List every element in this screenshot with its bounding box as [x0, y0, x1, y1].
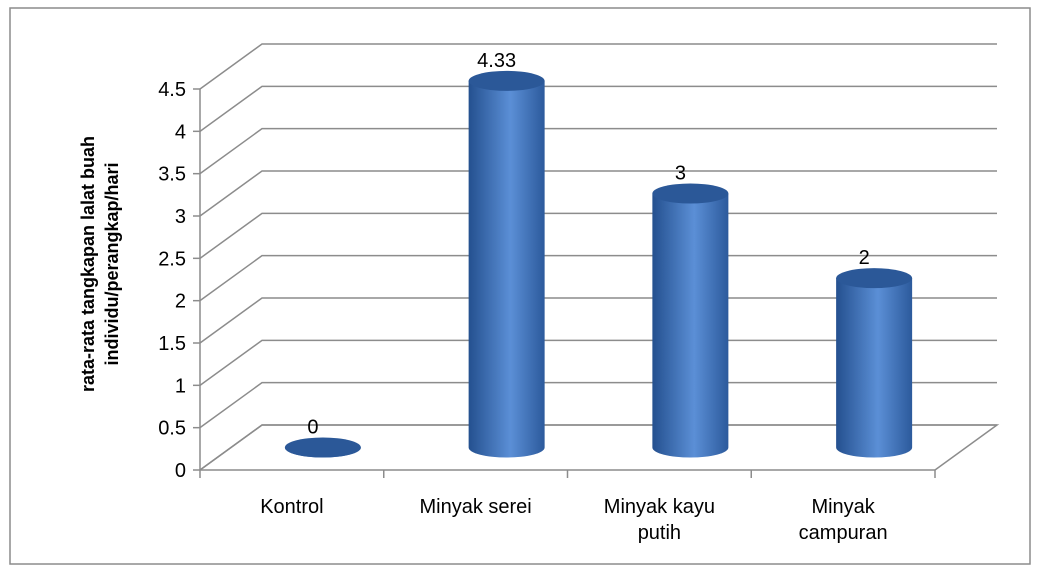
cylinder-top	[652, 183, 729, 204]
y-tick-label: 0.5	[158, 418, 186, 440]
y-tick-label: 3	[175, 206, 186, 228]
cylinder-body	[468, 80, 545, 458]
cylinder-top	[836, 268, 913, 289]
x-tick-label: Kontrol	[260, 496, 324, 518]
cylinder	[836, 268, 913, 458]
cylinder-body	[836, 278, 913, 458]
grid-line	[199, 381, 997, 429]
cylinder-body	[652, 193, 729, 458]
y-tick-label: 3.5	[158, 164, 186, 186]
y-tick-label: 0	[175, 460, 186, 482]
y-tick-label: 2.5	[158, 248, 186, 270]
grid-line	[199, 212, 997, 259]
data-label: 0	[307, 417, 318, 439]
cylinder	[468, 70, 545, 458]
y-tick-label: 2	[175, 291, 186, 313]
grid-line	[199, 424, 997, 471]
grid-line	[199, 339, 997, 386]
cylinder	[284, 437, 361, 458]
y-tick-label: 4	[175, 121, 186, 143]
y-axis-label: rata-rata tangkapan lalat buah individu/…	[78, 135, 122, 393]
cylinder-top	[468, 70, 545, 91]
x-tick-label: Minyak serei	[419, 496, 532, 518]
grid-line	[199, 43, 997, 90]
grid-line	[199, 85, 997, 132]
cylinder	[652, 183, 729, 458]
y-tick-label: 1.5	[158, 333, 186, 355]
y-tick-label: 4.5	[158, 79, 186, 101]
chart-border	[9, 7, 1031, 565]
grid-line	[199, 170, 997, 217]
grid-line	[199, 297, 997, 344]
cylinder-top	[284, 437, 361, 458]
data-label: 4.33	[477, 50, 516, 72]
x-tick-label: Minyak kayu putih	[603, 496, 715, 544]
data-label: 3	[675, 163, 686, 185]
grid-line	[199, 254, 997, 302]
x-tick-label: Minyak campuran	[798, 496, 888, 544]
y-tick-label: 1	[175, 375, 186, 397]
grid-line	[199, 127, 997, 175]
data-label: 2	[859, 247, 870, 269]
